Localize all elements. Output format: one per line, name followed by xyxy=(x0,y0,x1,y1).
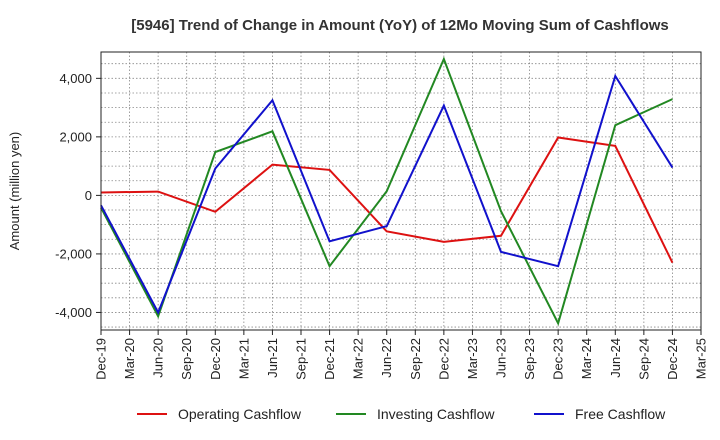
legend: Operating Cashflow Investing Cashflow Free… xyxy=(137,406,666,422)
x-tick-label: Jun-20 xyxy=(151,338,166,378)
y-axis-label: Amount (million yen) xyxy=(7,132,22,251)
x-tick-label: Mar-23 xyxy=(465,338,480,379)
chart-title: [5946] Trend of Change in Amount (YoY) o… xyxy=(131,17,669,34)
x-tick-label: Sep-24 xyxy=(636,338,651,380)
axes: -4,000 -2,000 0 2,000 4,000 Dec-19 Mar-20 Jun-2… xyxy=(55,71,708,380)
legend-label-investing-cashflow: Investing Cashflow xyxy=(377,406,495,422)
x-tick-label: Dec-24 xyxy=(665,338,680,380)
x-tick-label: Sep-21 xyxy=(294,338,309,380)
x-tick-label: Sep-20 xyxy=(179,338,194,380)
x-tick-label: Mar-24 xyxy=(579,338,594,379)
x-tick-label: Sep-23 xyxy=(522,338,537,380)
y-tick-label: -4,000 xyxy=(55,305,92,320)
x-tick-label: Mar-20 xyxy=(122,338,137,379)
y-tick-label: 0 xyxy=(85,188,92,203)
x-tick-label: Sep-22 xyxy=(408,338,423,380)
grid xyxy=(101,52,701,330)
x-tick-label: Dec-20 xyxy=(208,338,223,380)
plot-area-frame xyxy=(100,51,702,331)
x-tick-label: Dec-21 xyxy=(322,338,337,380)
legend-label-free-cashflow: Free Cashflow xyxy=(575,406,666,422)
y-tick-label: 2,000 xyxy=(59,129,92,144)
y-tick-label: -2,000 xyxy=(55,246,92,261)
y-tick-label: 4,000 xyxy=(59,71,92,86)
x-tick-label: Dec-19 xyxy=(94,338,109,380)
x-tick-label: Jun-24 xyxy=(608,338,623,378)
x-tick-label: Jun-22 xyxy=(379,338,394,378)
x-tick-label: Mar-25 xyxy=(694,338,709,379)
x-tick-label: Jun-21 xyxy=(265,338,280,378)
series-lines xyxy=(100,56,674,326)
series-line-investing-cashflow xyxy=(100,56,673,326)
x-tick-label: Dec-23 xyxy=(551,338,566,380)
x-tick-label: Mar-21 xyxy=(236,338,251,379)
legend-label-operating-cashflow: Operating Cashflow xyxy=(178,406,302,422)
x-tick-label: Mar-22 xyxy=(351,338,366,379)
series-line-free-cashflow xyxy=(100,73,674,315)
x-tick-label: Dec-22 xyxy=(436,338,451,380)
x-tick-label: Jun-23 xyxy=(494,338,509,378)
